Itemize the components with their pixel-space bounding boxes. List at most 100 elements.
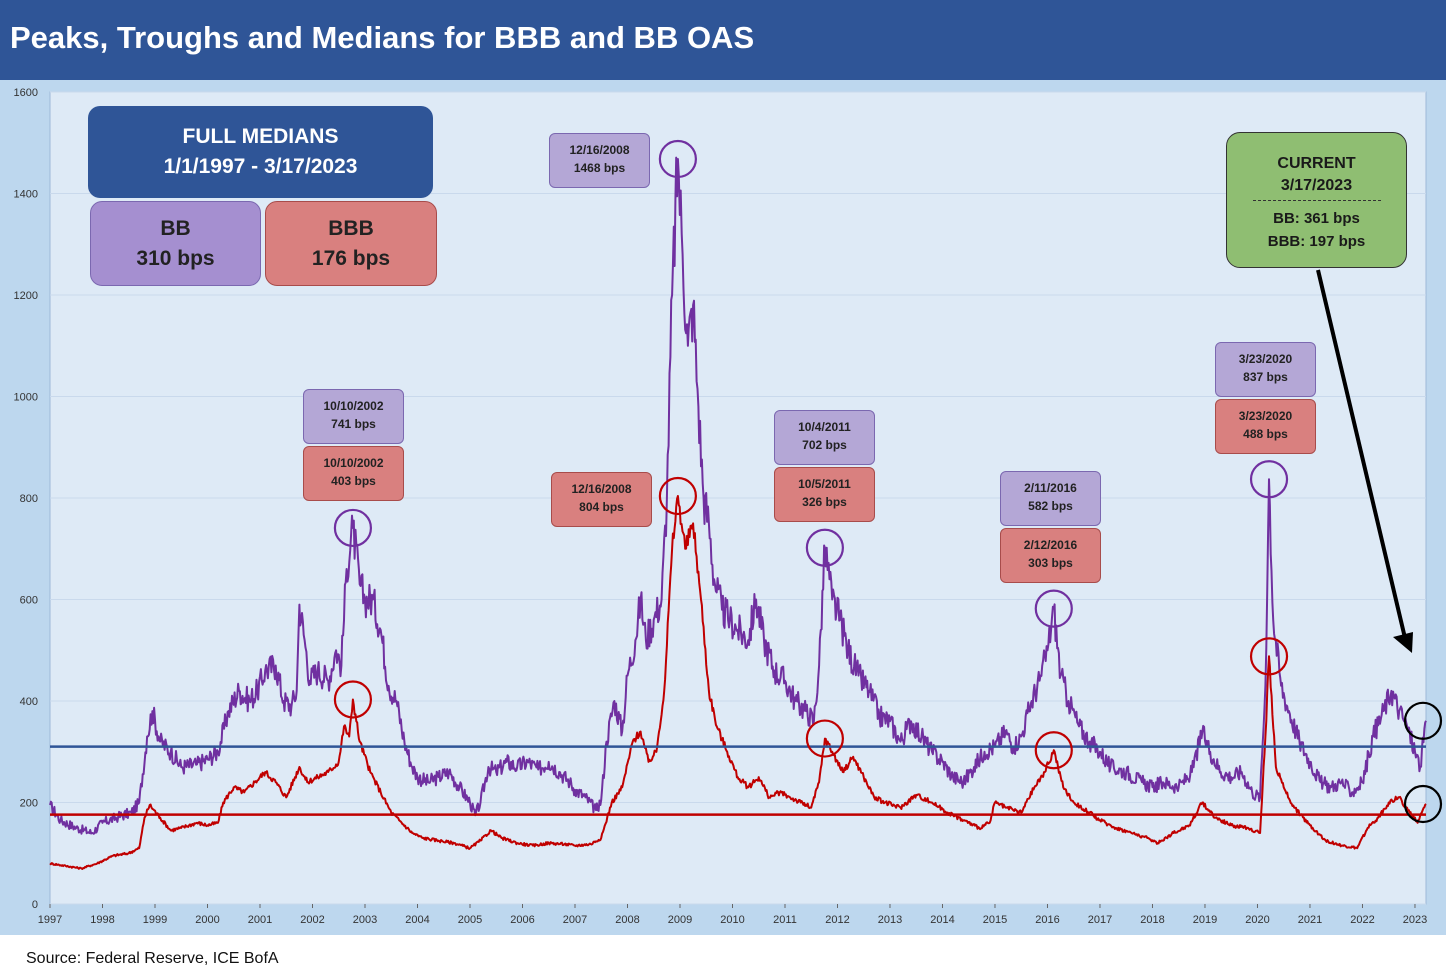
- annotation-bb-2008: 12/16/2008 1468 bps: [549, 133, 650, 188]
- x-tick-label: 2018: [1140, 914, 1164, 926]
- y-tick-label: 1600: [14, 87, 38, 99]
- annotation-value: 488 bps: [1243, 427, 1288, 441]
- annotation-date: 2/12/2016: [1023, 538, 1078, 552]
- x-tick-label: 1997: [38, 914, 62, 926]
- peak-markers: [333, 139, 1443, 824]
- median-bb-value: 310 bps: [136, 247, 215, 270]
- peak-marker-bbb: [658, 476, 697, 516]
- annotation-value: 741 bps: [331, 417, 376, 431]
- annotation-bbb-2011: 10/5/2011 326 bps: [774, 467, 875, 522]
- x-tick-label: 2010: [720, 914, 744, 926]
- median-lines: [50, 745, 1426, 816]
- current-bbb: BBB: 197 bps: [1267, 233, 1366, 250]
- peak-marker-bb: [805, 528, 844, 567]
- annotation-bb-2011: 10/4/2011 702 bps: [774, 410, 875, 465]
- annotation-date: 12/16/2008: [569, 143, 630, 157]
- y-tick-label: 600: [20, 595, 38, 607]
- medians-header-line2: 1/1/1997 - 3/17/2023: [163, 155, 358, 178]
- x-tick-label: 2020: [1245, 914, 1269, 926]
- annotation-date: 2/11/2016: [1024, 481, 1077, 495]
- annotation-bb-2002: 10/10/2002 741 bps: [303, 389, 404, 444]
- median-bb-label: BB: [160, 217, 191, 240]
- peak-marker-bbb: [805, 719, 844, 758]
- annotation-bbb-2016: 2/12/2016 303 bps: [1000, 528, 1101, 583]
- annotation-value: 702 bps: [802, 438, 847, 452]
- annotation-date: 10/5/2011: [798, 477, 851, 491]
- annotation-date: 3/23/2020: [1238, 352, 1293, 366]
- y-tick-label: 800: [20, 493, 38, 505]
- x-tick-label: 1999: [143, 914, 167, 926]
- annotation-date: 10/10/2002: [323, 399, 384, 413]
- current-separator: [1252, 200, 1381, 201]
- x-tick-label: 2015: [983, 914, 1007, 926]
- x-tick-label: 2001: [248, 914, 272, 926]
- y-tick-label: 1400: [14, 189, 38, 201]
- peak-marker-bb: [658, 139, 697, 179]
- current-arrow-head: [1393, 632, 1413, 653]
- title-bar: Peaks, Troughs and Medians for BBB and B…: [0, 0, 1446, 80]
- x-tick-label: 2004: [405, 914, 429, 926]
- y-tick-label: 400: [20, 696, 38, 708]
- x-tick-label: 2021: [1298, 914, 1322, 926]
- annotation-date: 10/4/2011: [798, 420, 851, 434]
- x-tick-label: 2005: [458, 914, 482, 926]
- annotation-date: 10/10/2002: [323, 456, 384, 470]
- x-tick-label: 2022: [1350, 914, 1374, 926]
- x-tick-label: 2009: [668, 914, 692, 926]
- x-tick-label: 2000: [195, 914, 219, 926]
- medians-header-line1: FULL MEDIANS: [182, 125, 339, 148]
- x-tick-label: 2017: [1088, 914, 1112, 926]
- annotation-bbb-2008: 12/16/2008 804 bps: [551, 472, 652, 527]
- annotation-value: 326 bps: [802, 495, 847, 509]
- peak-marker-bb: [1403, 701, 1443, 740]
- x-tick-label: 2008: [615, 914, 639, 926]
- peak-marker-bbb: [333, 680, 373, 719]
- gridlines: [50, 91, 1426, 905]
- peak-marker-bbb: [1403, 784, 1443, 824]
- annotation-value: 804 bps: [579, 500, 624, 514]
- peak-marker-bb: [333, 508, 373, 548]
- peak-marker-bb: [1034, 589, 1073, 628]
- x-tick-label: 2002: [300, 914, 324, 926]
- current-title: CURRENT: [1277, 155, 1356, 172]
- x-tick-label: 2011: [773, 914, 797, 926]
- peak-marker-bbb: [1034, 731, 1073, 770]
- series-line-bb: [49, 156, 1427, 835]
- x-tick-label: 2023: [1403, 914, 1427, 926]
- x-tick-label: 2016: [1035, 914, 1059, 926]
- annotation-date: 12/16/2008: [571, 482, 632, 496]
- x-axis-ticks: 1997 1998 1999 2000 2001 2002 2003 2004 2005 2006…: [38, 904, 1427, 926]
- x-tick-label: 2014: [930, 914, 954, 926]
- median-bbb-box: BBB 176 bps: [265, 201, 437, 286]
- median-bbb-label: BBB: [328, 217, 374, 240]
- median-bbb-value: 176 bps: [311, 247, 391, 270]
- annotation-date: 3/23/2020: [1238, 409, 1293, 423]
- current-arrow-shaft: [1316, 269, 1407, 639]
- median-bb-box: BB 310 bps: [90, 201, 261, 286]
- peak-marker-bb: [1249, 460, 1289, 499]
- y-tick-label: 1000: [14, 392, 38, 404]
- annotation-bbb-2020: 3/23/2020 488 bps: [1215, 399, 1316, 454]
- x-tick-label: 1998: [90, 914, 114, 926]
- x-tick-label: 2006: [510, 914, 534, 926]
- annotation-value: 1468 bps: [573, 161, 626, 175]
- annotation-bbb-2002: 10/10/2002 403 bps: [303, 446, 404, 501]
- x-tick-label: 2007: [563, 914, 587, 926]
- y-tick-label: 1200: [14, 290, 38, 302]
- series-line-bbb: [49, 495, 1427, 870]
- y-tick-label: 0: [32, 899, 38, 911]
- current-bb: BB: 361 bps: [1273, 210, 1360, 227]
- peak-marker-bbb: [1249, 637, 1289, 676]
- y-axis-ticks: 0 200 400 600 800 1000 1200 1400 1600: [14, 87, 38, 911]
- y-tick-label: 200: [20, 798, 38, 810]
- medians-header: FULL MEDIANS 1/1/1997 - 3/17/2023: [88, 106, 433, 198]
- x-tick-label: 2013: [878, 914, 902, 926]
- annotation-value: 303 bps: [1028, 556, 1073, 570]
- current-date: 3/17/2023: [1280, 177, 1353, 194]
- x-tick-label: 2003: [353, 914, 377, 926]
- annotation-bb-2020: 3/23/2020 837 bps: [1215, 342, 1316, 397]
- annotation-value: 582 bps: [1028, 499, 1073, 513]
- annotation-value: 837 bps: [1243, 370, 1288, 384]
- chart-title: Peaks, Troughs and Medians for BBB and B…: [10, 20, 755, 55]
- x-tick-label: 2012: [825, 914, 849, 926]
